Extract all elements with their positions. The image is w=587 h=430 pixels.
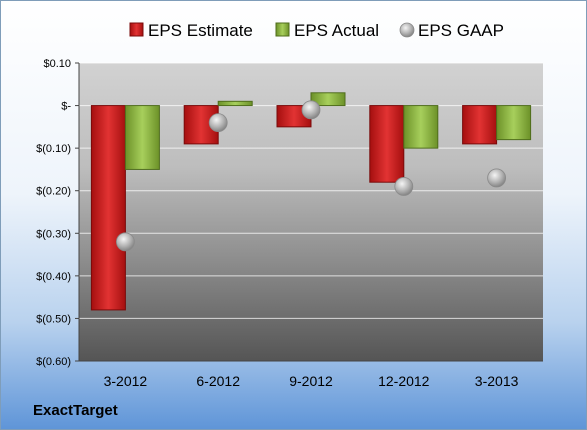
bar-eps-actual-9-2012 [310,92,346,107]
bar-eps-actual-6-2012 [217,100,253,107]
bar-eps-estimate-3-2012 [90,105,126,311]
legend-label-eps-actual: EPS Actual [294,21,379,40]
legend-label-eps-gaap: EPS GAAP [418,21,504,40]
bar-eps-estimate-12-2012 [369,105,405,183]
marker-eps-gaap-9-2012 [301,100,321,120]
y-tick-label: $(0.20) [36,186,71,198]
y-tick-label: $- [61,101,71,113]
x-tick-label: 9-2012 [289,373,333,389]
y-tick-label: $0.10 [43,58,71,70]
company-name: ExactTarget [33,402,118,419]
legend-label-eps-estimate: EPS Estimate [148,21,253,40]
bar-eps-estimate-3-2013 [462,105,498,145]
y-tick-label: $(0.40) [36,271,71,283]
marker-eps-gaap-3-2012 [116,232,135,252]
y-tick-label: $(0.50) [36,313,71,325]
x-tick-label: 3-2013 [475,373,519,389]
bar-eps-actual-3-2013 [496,105,532,141]
bar-eps-actual-12-2012 [403,105,439,149]
legend-swatch-eps-gaap [399,22,415,38]
x-tick-label: 3-2012 [104,373,148,389]
bar-eps-actual-3-2012 [124,105,160,170]
y-tick-label: $(0.30) [36,228,71,240]
x-tick-label: 12-2012 [378,373,430,389]
marker-eps-gaap-12-2012 [394,177,414,196]
y-tick-label: $(0.10) [36,143,71,155]
x-tick-label: 6-2012 [196,373,240,389]
y-tick-label: $(0.60) [36,356,71,368]
legend-swatch-eps-estimate [129,22,144,37]
marker-eps-gaap-6-2012 [208,113,228,132]
legend-swatch-eps-actual [275,22,290,37]
marker-eps-gaap-3-2013 [487,168,507,188]
